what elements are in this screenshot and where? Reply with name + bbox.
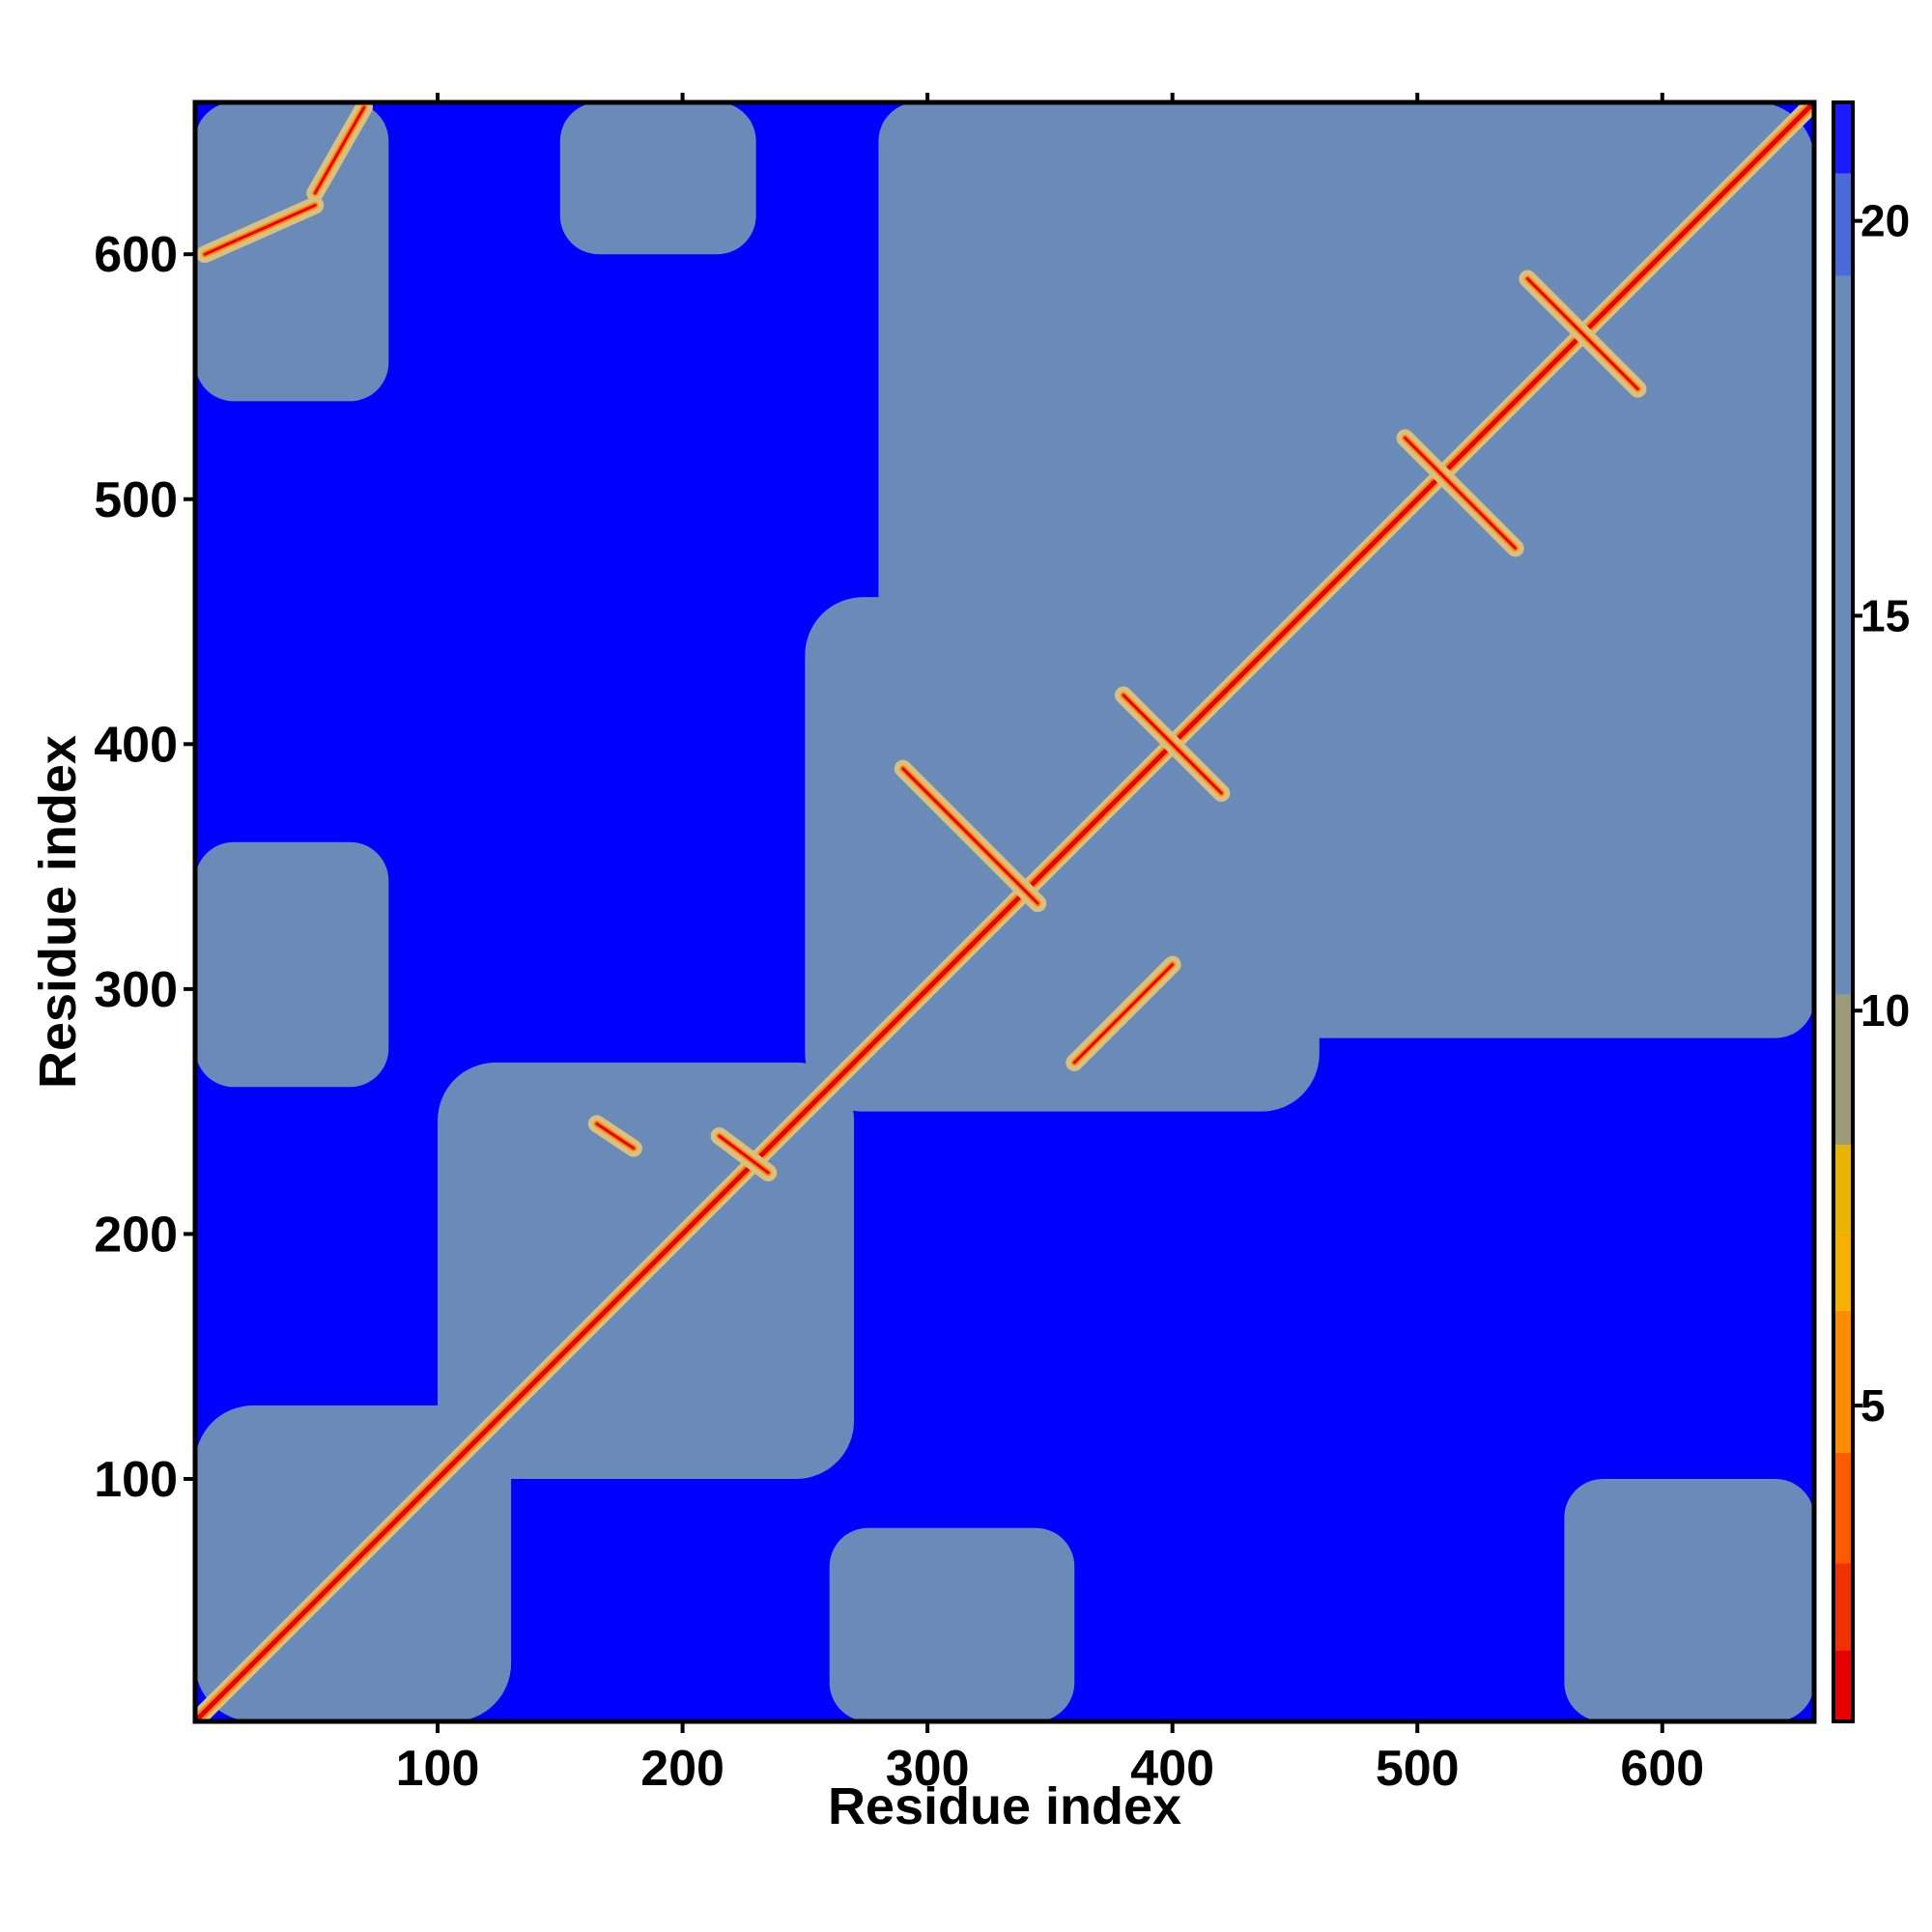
contact-band-core — [1404, 436, 1518, 550]
y-tick-label: 400 — [94, 717, 178, 773]
contact-band-core — [203, 203, 317, 256]
x-tick-label: 100 — [396, 1741, 480, 1797]
y-axis-label: Residue index — [29, 735, 87, 1089]
colorbar-band — [1833, 994, 1853, 1146]
contact-band-core — [595, 1122, 636, 1151]
x-axis-label: Residue index — [828, 1777, 1181, 1835]
interdomain-patch — [195, 841, 389, 1088]
colorbar — [1833, 102, 1853, 1721]
colorbar-band — [1833, 1453, 1853, 1564]
x-tick-label: 200 — [640, 1741, 724, 1797]
contact-band-core — [1122, 694, 1223, 795]
interdomain-patch — [559, 102, 756, 255]
colorbar-tick-label: 20 — [1861, 196, 1910, 246]
x-tick-label: 300 — [886, 1741, 970, 1797]
colorbar-band — [1833, 1563, 1853, 1651]
interdomain-patch — [878, 102, 1345, 646]
y-tick-label: 200 — [94, 1207, 178, 1263]
y-tick-label: 100 — [94, 1452, 178, 1508]
x-tick-label: 500 — [1376, 1741, 1460, 1797]
interdomain-patch — [829, 1527, 1075, 1721]
colorbar-band — [1833, 173, 1853, 276]
x-tick-label: 400 — [1130, 1741, 1214, 1797]
interdomain-patch — [1270, 572, 1814, 1038]
heatmap — [195, 102, 1814, 1721]
colorbar-tick-label: 5 — [1861, 1380, 1886, 1431]
contact-band-core — [1072, 963, 1175, 1065]
heatmap-cells — [195, 102, 1814, 1721]
interdomain-patch — [1564, 1478, 1814, 1721]
contact-band-core — [195, 102, 1814, 1721]
colorbar-band — [1833, 275, 1853, 995]
x-tick-label: 600 — [1620, 1741, 1704, 1797]
contact-band-core — [901, 767, 1039, 905]
colorbar-band — [1833, 1310, 1853, 1454]
y-tick-label: 600 — [94, 227, 178, 283]
x-axis-ticks: 100 200 300 400 500 600 — [396, 93, 1704, 1797]
y-tick-label: 500 — [94, 472, 178, 528]
plot-frame — [192, 99, 1817, 1724]
colorbar-frame — [1832, 100, 1855, 1723]
colorbar-band — [1833, 102, 1853, 174]
colorbar-tick-label: 10 — [1861, 985, 1910, 1036]
y-axis-ticks: 100 200 300 400 500 600 — [94, 227, 195, 1508]
colorbar-ticks: 5 10 15 20 — [1853, 196, 1910, 1431]
y-tick-label: 300 — [94, 962, 178, 1018]
colorbar-band — [1833, 1145, 1853, 1233]
colorbar-band — [1833, 1650, 1853, 1721]
contact-band-core — [313, 105, 366, 195]
colorbar-band — [1833, 1232, 1853, 1311]
contact-band-core — [1525, 277, 1639, 391]
interdomain-patch — [195, 102, 389, 402]
colorbar-tick-label: 15 — [1861, 590, 1910, 640]
contact-band-core — [718, 1134, 770, 1175]
